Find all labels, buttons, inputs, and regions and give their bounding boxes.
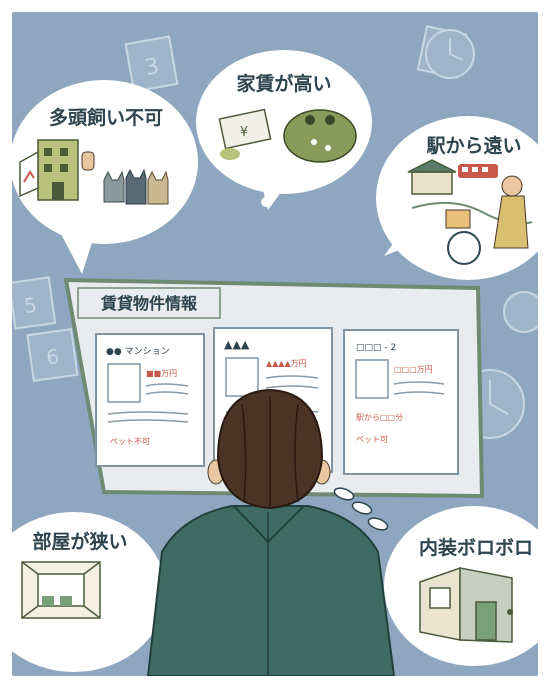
listing-price: □□□万円 — [394, 365, 433, 374]
collar — [233, 505, 305, 544]
svg-text:5: 5 — [22, 292, 38, 318]
room-bubble-text: 部屋が狭い — [32, 530, 127, 553]
listing-price: ■■万円 — [146, 369, 177, 378]
money-stack-icon: ¥ — [218, 108, 272, 160]
jacket — [146, 505, 396, 676]
listing-note: 駅から□□分 — [356, 413, 403, 422]
station-bubble-text: 駅から遠い — [425, 135, 521, 157]
listing-note: ペット可 — [356, 435, 388, 444]
listing-card-3: □□□ - 2 □□□万円 駅から□□分 ペット可 — [343, 329, 459, 475]
rent-bubble: 家賃が高い ¥ — [196, 50, 372, 210]
calendar-6-icon: 6 — [26, 328, 79, 382]
interior-bubble: 内装ボロボロ — [384, 506, 538, 666]
board-title-tag: 賃貸物件情報 — [77, 287, 221, 319]
illustration-canvas: 3 5 6 多頭飼い不可 — [12, 25, 538, 676]
listing-name: ▲▲▲ — [224, 338, 250, 351]
listing-board: 賃貸物件情報 ●● マンション ■■万円 ペット不可 ▲▲▲ ▲▲▲▲万円 □□… — [63, 277, 485, 499]
rent-bubble-text: 家賃が高い — [236, 72, 331, 95]
pets-bubble-text: 多頭飼い不可 — [49, 106, 163, 129]
station-house-icon — [407, 159, 457, 195]
svg-text:3: 3 — [143, 54, 161, 81]
small-room-icon — [21, 561, 101, 619]
floorplan-icon — [355, 359, 389, 399]
calendar-5-icon: 5 — [12, 276, 57, 330]
listing-card-1: ●● マンション ■■万円 ペット不可 — [95, 333, 205, 467]
svg-text:6: 6 — [45, 344, 61, 370]
interior-bubble-text: 内装ボロボロ — [419, 536, 533, 559]
listing-name: □□□ - 2 — [356, 343, 396, 353]
room-bubble: 部屋が狭い — [12, 512, 166, 672]
listing-price: ▲▲▲▲万円 — [266, 359, 307, 368]
yen-sign: ¥ — [240, 125, 248, 140]
board-title: 賃貸物件情報 — [100, 294, 198, 313]
clock-icon — [503, 291, 538, 333]
person-from-behind — [146, 388, 396, 676]
cats-icon — [103, 168, 169, 205]
floorplan-icon — [225, 357, 259, 397]
sigh-marks — [333, 487, 389, 531]
listing-name: ●● マンション — [106, 347, 170, 357]
station-bubble: 駅から遠い — [376, 116, 538, 280]
clock-icon — [425, 29, 475, 79]
empty-wallet-icon — [283, 109, 357, 163]
stop-hand-icon — [81, 151, 95, 171]
listing-note: ペット不可 — [110, 437, 150, 446]
illustration-panel: 3 5 6 多頭飼い不可 — [12, 12, 538, 676]
worn-room-icon — [419, 566, 513, 643]
cyclist-icon — [445, 175, 529, 265]
train-icon — [458, 164, 498, 178]
apartment-building-icon — [19, 139, 79, 201]
calendar-3-icon: 3 — [124, 35, 179, 93]
floorplan-icon — [107, 363, 141, 403]
pets-bubble: 多頭飼い不可 — [12, 80, 198, 274]
